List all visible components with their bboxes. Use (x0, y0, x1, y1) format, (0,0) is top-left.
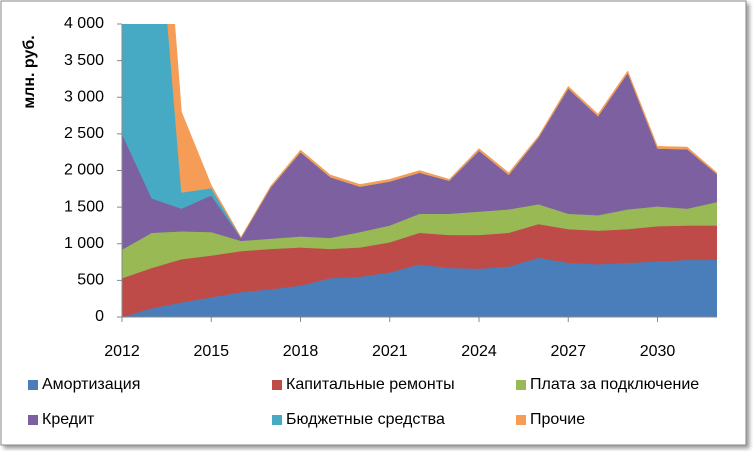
legend-label: Бюджетные средства (286, 411, 445, 428)
area (167, 24, 717, 239)
legend-label: Прочие (530, 411, 585, 428)
legend-swatch (516, 380, 526, 390)
y-tick-label: 4 000 (64, 15, 104, 32)
y-tick-label: 1 500 (64, 198, 104, 215)
x-tick-label: 2018 (283, 343, 319, 360)
x-tick-label: 2024 (461, 343, 497, 360)
y-tick-label: 3 000 (64, 88, 104, 105)
x-tick-label: 2012 (104, 343, 140, 360)
x-tick-label: 2030 (640, 343, 676, 360)
legend-swatch (516, 415, 526, 425)
legend-label: Амортизация (42, 376, 140, 393)
x-tick-label: 2021 (372, 343, 408, 360)
legend-label: Капитальные ремонты (286, 376, 455, 393)
x-tick-label: 2015 (193, 343, 229, 360)
y-tick-label: 1 000 (64, 235, 104, 252)
legend-swatch (272, 380, 282, 390)
y-tick-label: 3 500 (64, 52, 104, 69)
legend-label: Плата за подключение (530, 376, 699, 393)
y-tick-label: 2 000 (64, 162, 104, 179)
legend-swatch (272, 415, 282, 425)
x-tick-label: 2027 (550, 343, 586, 360)
y-tick-label: 0 (95, 308, 104, 325)
y-tick-label: 500 (77, 272, 104, 289)
legend-swatch (28, 380, 38, 390)
legend-swatch (28, 415, 38, 425)
legend-label: Кредит (42, 411, 95, 428)
y-tick-label: 2 500 (64, 125, 104, 142)
y-axis-label: млн. руб. (21, 35, 38, 108)
